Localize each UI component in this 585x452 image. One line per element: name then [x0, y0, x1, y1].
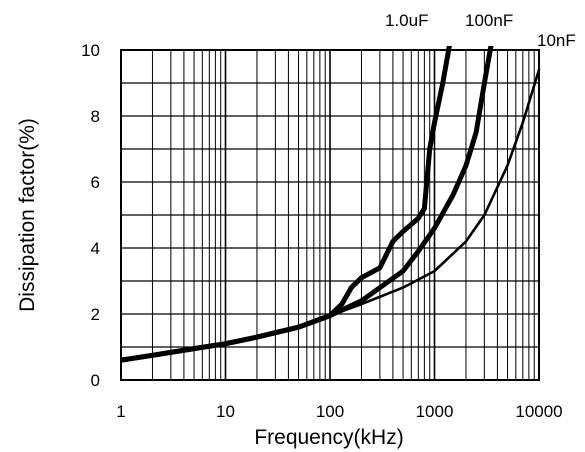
y-tick-label: 4	[91, 239, 100, 258]
series-label: 100nF	[465, 11, 513, 30]
y-axis-title: Dissipation factor(%)	[16, 118, 39, 312]
x-tick-label: 100	[316, 402, 344, 421]
y-tick-label: 10	[81, 41, 100, 60]
y-tick-label: 6	[91, 173, 100, 192]
x-tick-label: 1000	[416, 402, 454, 421]
series-label: 10nF	[537, 31, 576, 50]
series-label: 1.0uF	[385, 11, 428, 30]
x-tick-label: 1	[116, 402, 125, 421]
y-tick-label: 8	[91, 107, 100, 126]
x-axis-title: Frequency(kHz)	[254, 426, 403, 449]
x-tick-label: 10	[216, 402, 235, 421]
y-tick-label: 2	[91, 305, 100, 324]
y-tick-label: 0	[91, 371, 100, 390]
x-tick-label: 10000	[515, 402, 562, 421]
